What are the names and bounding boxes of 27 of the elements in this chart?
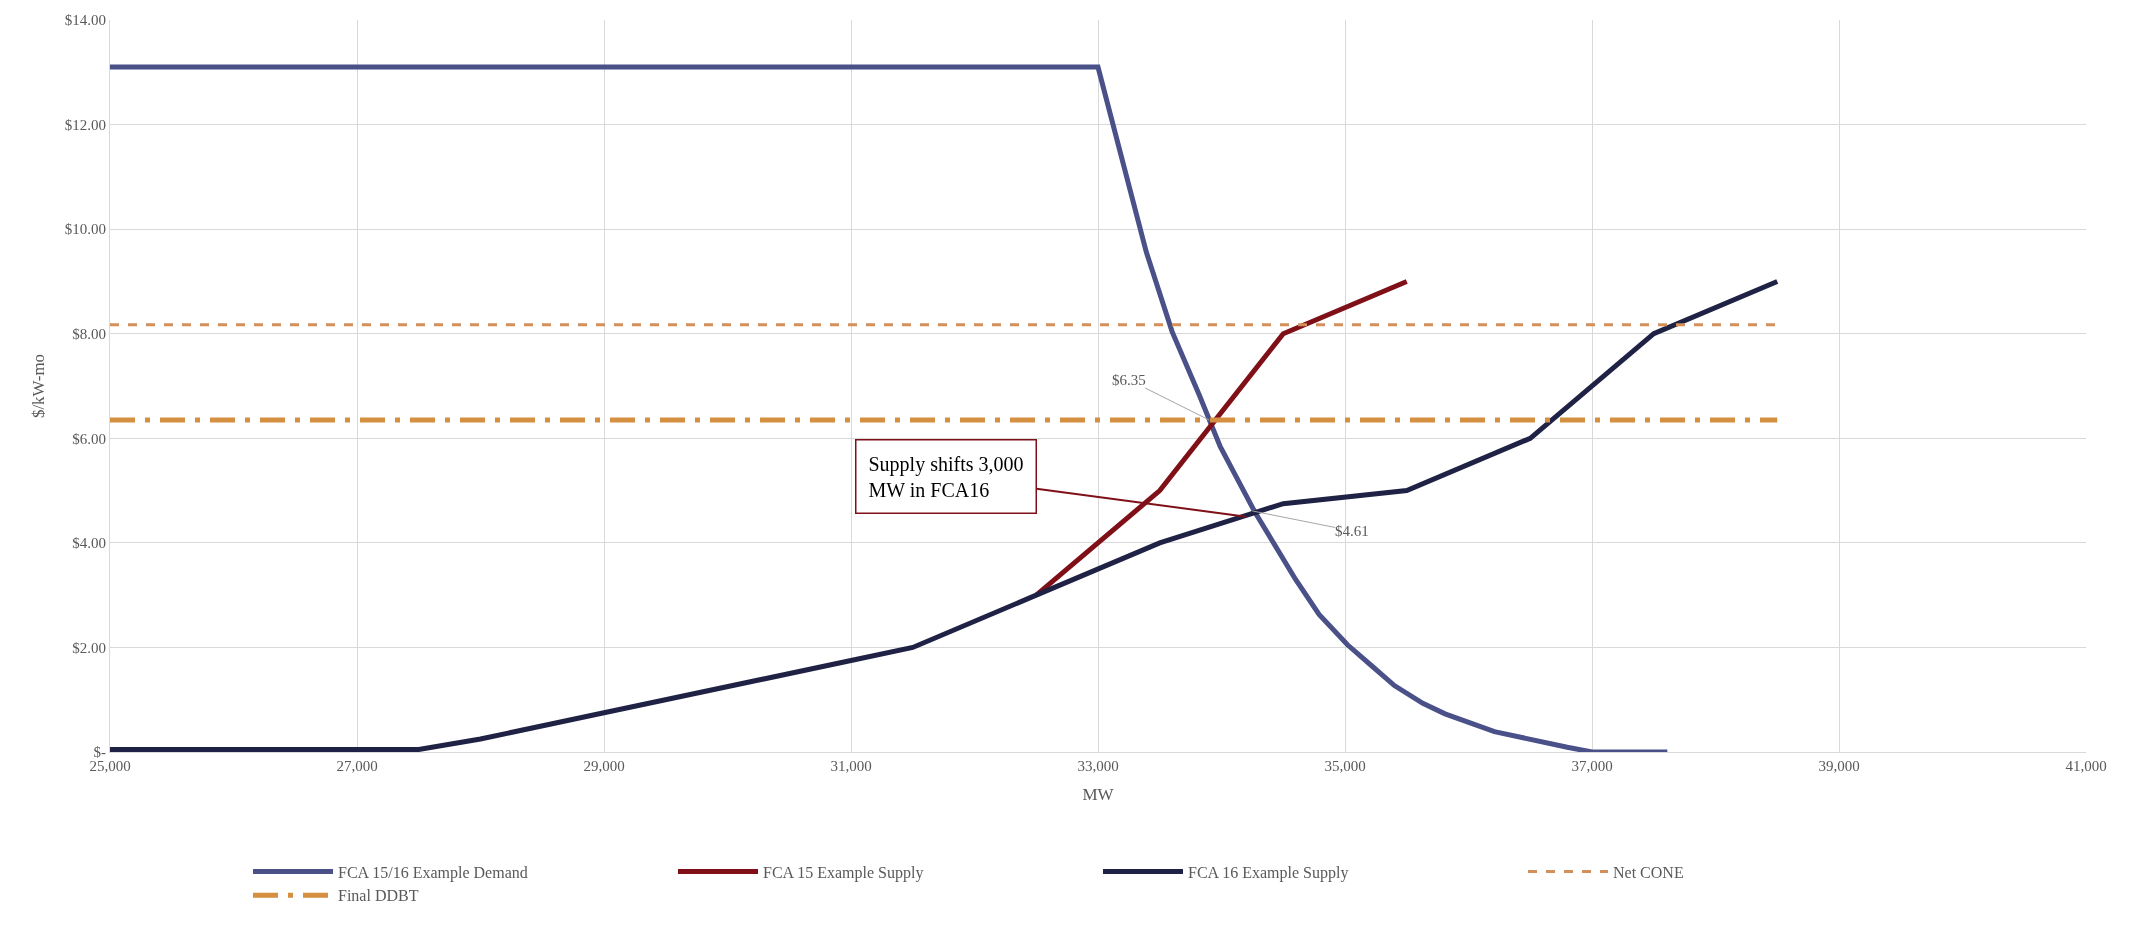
annotation: $4.61 <box>1335 523 1369 539</box>
y-axis-title: $/kW-mo <box>29 353 49 419</box>
y-tick-label: $2.00 <box>72 639 106 656</box>
y-tick-label: $14.00 <box>64 12 106 29</box>
y-tick-label: $6.00 <box>72 430 106 447</box>
y-tick-label: $8.00 <box>72 325 106 342</box>
x-tick-label: 31,000 <box>830 758 872 774</box>
legend-label: Final DDBT <box>338 887 419 905</box>
y-tick-label: $4.00 <box>72 535 106 552</box>
x-tick-label: 41,000 <box>2065 758 2107 774</box>
x-axis-title: MW <box>1082 785 1115 805</box>
x-tick-label: 35,000 <box>1324 758 1366 774</box>
x-tick-label: 25,000 <box>89 758 131 774</box>
x-tick-label: 33,000 <box>1077 758 1119 774</box>
x-tick-label: 39,000 <box>1818 758 1860 774</box>
y-tick-label: $- <box>93 744 106 761</box>
annotation: $6.35 <box>1112 372 1146 388</box>
y-tick-label: $12.00 <box>64 116 106 133</box>
legend-label: Net CONE <box>1613 863 1684 881</box>
y-tick-label: $10.00 <box>64 221 106 238</box>
legend-label: FCA 16 Example Supply <box>1188 863 1349 882</box>
x-tick-label: 29,000 <box>583 758 625 774</box>
legend-label: FCA 15 Example Supply <box>763 863 924 882</box>
x-tick-label: 37,000 <box>1571 758 1613 774</box>
x-tick-label: 27,000 <box>336 758 378 774</box>
legend-label: FCA 15/16 Example Demand <box>338 863 528 882</box>
annotation: Supply shifts 3,000 MW in FCA16 <box>868 452 1024 501</box>
